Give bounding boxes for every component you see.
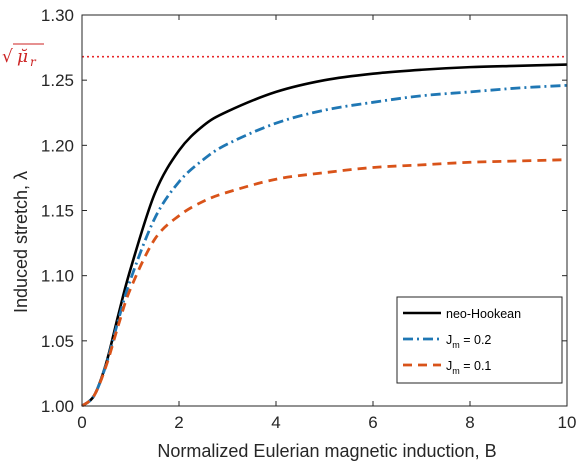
x-tick-label: 10 [558,413,577,432]
legend-label-main: J [446,359,452,373]
y-tick-label: 1.15 [41,202,74,221]
legend-label-rest: = 0.1 [460,359,492,373]
y-tick-label: 1.05 [41,332,74,351]
x-axis: 0 2 4 6 8 10 [77,15,576,432]
x-tick-label: 8 [465,413,474,432]
legend-label-0: neo-Hookean [446,307,521,321]
y-tick-label: 1.30 [41,6,74,25]
legend-label-rest: = 0.2 [460,333,492,347]
legend-label-sub: m [452,340,460,350]
legend-label-main: J [446,333,452,347]
series-line-2 [81,158,568,408]
series-line-0 [81,63,568,408]
reference-symbol: μ̆ [17,47,28,67]
y-tick-label: 1.25 [41,71,74,90]
reference-line-label: √ μ̆ r [2,43,44,69]
series-line-1 [81,83,568,408]
reference-root-sign: √ [2,47,13,67]
reference-subscript: r [30,55,37,69]
x-axis-title: Normalized Eulerian magnetic induction, … [157,441,496,461]
y-axis: 1.00 1.05 1.10 1.15 1.20 1.25 1.30 [41,6,567,416]
legend-label-1: Jm = 0.2 [446,333,491,350]
y-tick-label: 1.20 [41,136,74,155]
x-tick-label: 6 [368,413,377,432]
y-tick-label: 1.10 [41,267,74,286]
y-axis-title: Induced stretch, λ [11,171,31,313]
series-group [81,63,568,408]
x-tick-label: 2 [174,413,183,432]
y-tick-label: 1.00 [41,397,74,416]
x-tick-label: 4 [271,413,280,432]
x-tick-label: 0 [77,413,86,432]
legend-label-main: neo-Hookean [446,307,521,321]
legend-label-sub: m [452,366,460,376]
legend-label-2: Jm = 0.1 [446,359,491,376]
